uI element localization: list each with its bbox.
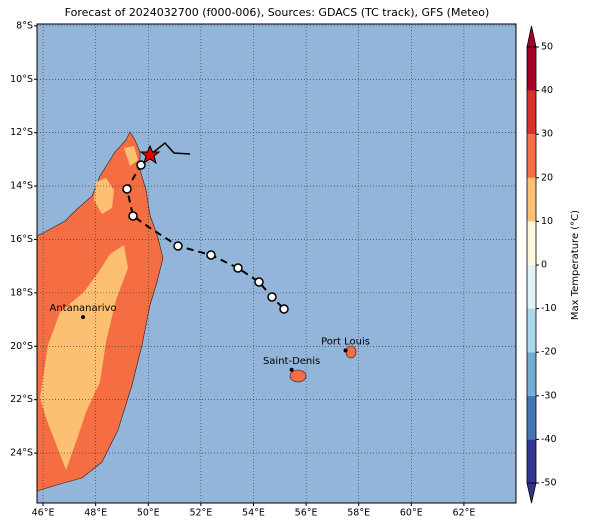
x-tick-label: 50°E — [137, 508, 160, 519]
colorbar-label: Max Temperature (°C) — [570, 210, 581, 320]
colorbar-tick-label: 10 — [541, 216, 553, 227]
colorbar-tick-label: -20 — [541, 347, 557, 358]
y-tick-label: 18°S — [10, 287, 33, 298]
colorbar-tick-label: 40 — [541, 85, 553, 96]
colorbar-tick-label: 50 — [541, 42, 553, 53]
city-marker — [81, 315, 86, 320]
colorbar-tick-label: -50 — [541, 478, 557, 489]
colorbar-tick-label: 20 — [541, 172, 553, 183]
city-label: Port Louis — [321, 337, 370, 348]
frame — [36, 23, 517, 504]
colorbar-band — [527, 308, 536, 353]
colorbar-band — [527, 47, 536, 91]
track-point — [122, 184, 132, 194]
city-label: Saint-Denis — [263, 356, 320, 367]
colorbar-band — [527, 177, 536, 222]
colorbar-tick-label: 0 — [541, 260, 547, 271]
colorbar-extend-max — [526, 25, 537, 48]
highland — [40, 245, 128, 470]
track-point — [254, 277, 264, 287]
colorbar-band — [527, 221, 536, 265]
y-tick-label: 16°S — [10, 234, 33, 245]
track-point — [136, 160, 146, 170]
colorbar-band — [527, 439, 536, 483]
colorbar-band — [527, 90, 536, 135]
x-tick-label: 58°E — [347, 508, 370, 519]
city-marker — [289, 367, 294, 372]
title: Forecast of 2024032700 (f000-006), Sourc… — [65, 6, 490, 19]
x-tick-label: 46°E — [32, 508, 55, 519]
track-point — [128, 211, 138, 221]
mauritius — [345, 345, 357, 359]
colorbar-tick-label: -40 — [541, 434, 557, 445]
y-tick-label: 24°S — [10, 448, 33, 459]
grid — [37, 24, 516, 503]
colorbar-band — [527, 265, 536, 309]
axes: 46°E 48°E 50°E 52°E 54°E 56°E 58°E 60°E 62°E 8°S 1… — [10, 20, 475, 518]
track-point — [267, 292, 277, 302]
current-position — [139, 144, 161, 165]
city-label: Antananarivo — [49, 303, 116, 314]
colorbar-band — [527, 134, 536, 178]
y-tick-label: 10°S — [10, 74, 33, 85]
tc-track — [122, 141, 289, 314]
colorbar-band — [527, 352, 536, 396]
highland — [124, 146, 138, 166]
track-point — [206, 250, 216, 260]
y-tick-label: 8°S — [16, 20, 33, 31]
y-tick-label: 22°S — [10, 394, 33, 405]
y-tick-label: 14°S — [10, 181, 33, 192]
track-point — [233, 263, 243, 273]
colorbar: -50 -40 -30 -20 -10 0 10 20 30 40 50 — [526, 25, 557, 504]
colorbar-tick-label: -30 — [541, 390, 557, 401]
x-tick-label: 54°E — [242, 508, 265, 519]
colorbar-tick-label: 30 — [541, 129, 553, 140]
x-tick-label: 56°E — [295, 508, 318, 519]
track-point — [279, 304, 289, 314]
x-tick-label: 48°E — [84, 508, 107, 519]
x-tick-label: 60°E — [400, 508, 423, 519]
reunion — [289, 369, 307, 383]
track-point — [173, 241, 183, 251]
colorbar-band — [527, 395, 536, 440]
highland — [94, 178, 114, 214]
track-line — [149, 141, 191, 156]
y-tick-label: 20°S — [10, 341, 33, 352]
city-marker — [343, 348, 348, 353]
x-tick-label: 62°E — [452, 508, 475, 519]
colorbar-extend-min — [526, 482, 537, 504]
x-tick-label: 52°E — [189, 508, 212, 519]
colorbar-tick-label: -10 — [541, 303, 557, 314]
y-tick-label: 12°S — [10, 127, 33, 138]
